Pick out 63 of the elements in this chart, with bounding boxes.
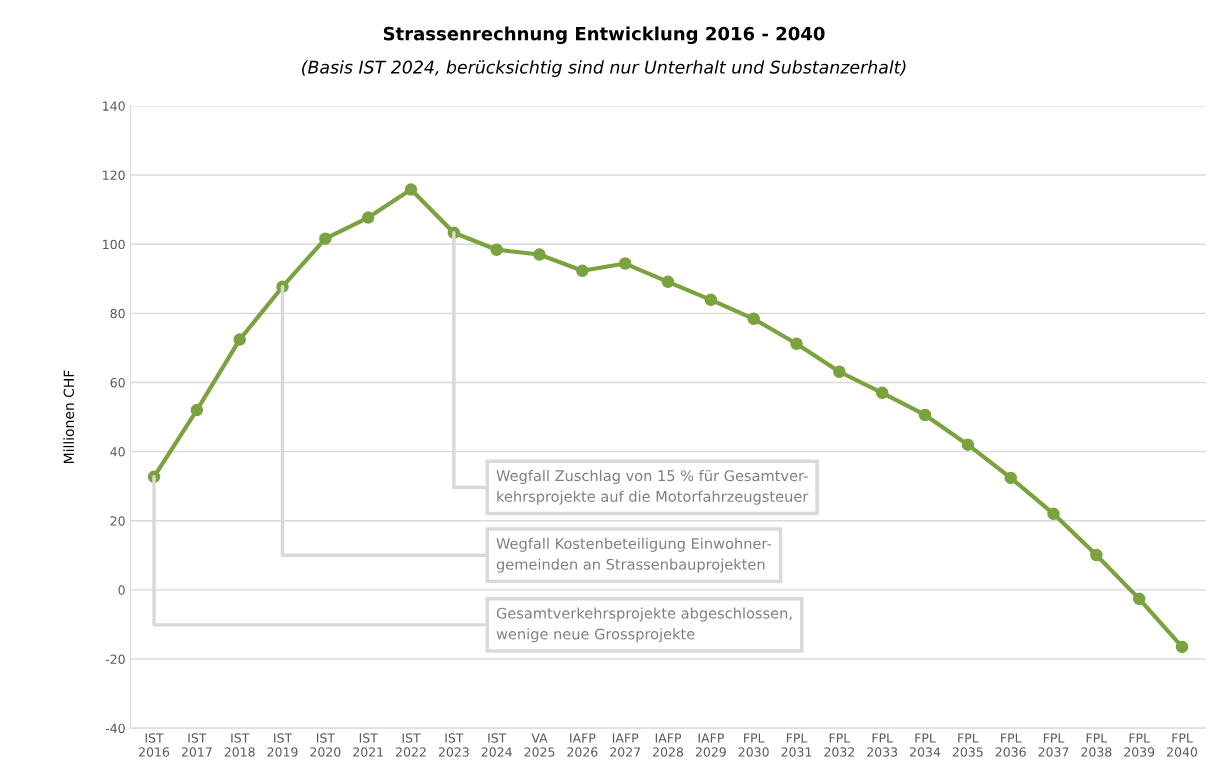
point <box>790 337 803 350</box>
point <box>319 232 332 245</box>
x-tick-label: IST 2023 <box>438 733 469 757</box>
x-tick-label: IST 2016 <box>139 733 170 757</box>
point <box>618 257 632 270</box>
y-tick-label: 80 <box>110 308 125 319</box>
point <box>747 312 760 326</box>
x-tick-label: IST 2022 <box>396 733 426 757</box>
point <box>576 264 589 278</box>
x-tick-label: FPL 2037 <box>1038 733 1069 757</box>
y-tick-label: 20 <box>110 516 125 526</box>
point <box>490 243 503 256</box>
x-tick-label: FPL 2033 <box>867 733 898 757</box>
point <box>661 275 675 289</box>
point <box>1132 592 1146 606</box>
x-tick-label: IST 2019 <box>267 733 298 757</box>
x-tick-label: IST 2021 <box>353 733 383 757</box>
x-tick-label: VA 2025 <box>524 733 555 757</box>
point <box>233 333 246 346</box>
annotation: Wegfall Kostenbeteiligung Einwohner- gemeinden an Strassenbauprojekten <box>496 537 772 573</box>
point <box>1090 548 1103 562</box>
y-tick-label: 120 <box>103 170 125 180</box>
y-tick-label: 40 <box>110 447 125 457</box>
point <box>1047 507 1060 521</box>
x-tick-label: IST 2017 <box>181 733 212 757</box>
x-tick-label: IST 2020 <box>310 733 341 757</box>
x-tick-label: IAFP 2026 <box>567 733 598 757</box>
point <box>961 438 975 451</box>
point <box>1175 640 1189 654</box>
x-tick-label: IAFP 2027 <box>610 733 641 757</box>
point <box>875 386 889 400</box>
y-tick-label: -40 <box>105 723 125 734</box>
point <box>918 408 932 422</box>
x-tick-label: IAFP 2028 <box>653 733 684 757</box>
x-tick-label: FPL 2034 <box>910 733 941 757</box>
x-tick-label: FPL 2031 <box>781 733 812 757</box>
point <box>361 211 375 224</box>
x-tick-label: IST 2024 <box>481 733 512 757</box>
x-tick-label: FPL 2038 <box>1081 733 1112 757</box>
chart-title: Strassenrechnung Entwicklung 2016 - 2040 <box>383 26 825 45</box>
y-tick-label: -20 <box>105 654 125 664</box>
point <box>833 365 846 378</box>
x-tick-label: IST 2018 <box>224 733 255 757</box>
y-tick-label: 0 <box>118 585 125 595</box>
point <box>404 183 418 196</box>
point <box>533 248 546 261</box>
chart-subtitle: (Basis IST 2024, berücksichtig sind nur Unterhalt und Substanzerhalt) <box>302 60 906 78</box>
x-tick-label: FPL 2036 <box>995 733 1026 757</box>
y-axis-title: Millionen CHF <box>63 370 75 463</box>
x-tick-label: FPL 2030 <box>738 733 769 757</box>
x-tick-label: FPL 2040 <box>1167 733 1198 757</box>
y-tick-label: 100 <box>103 239 125 250</box>
x-tick-label: FPL 2032 <box>824 733 855 757</box>
y-tick-label: 60 <box>110 377 125 388</box>
annotation: Wegfall Zuschlag von 15 % für Gesamtver- kehrsprojekte auf die Motorfahrzeugsteuer <box>496 469 809 505</box>
point <box>1004 471 1017 485</box>
x-tick-label: IAFP 2029 <box>695 733 726 757</box>
point <box>704 293 718 307</box>
point <box>190 403 204 417</box>
x-tick-label: FPL 2035 <box>952 733 983 757</box>
y-tick-label: 140 <box>103 101 125 111</box>
x-tick-label: FPL 2039 <box>1124 733 1155 757</box>
annotation: Gesamtverkehrsprojekte abgeschlossen, wenige neue Grossprojekte <box>496 607 792 643</box>
